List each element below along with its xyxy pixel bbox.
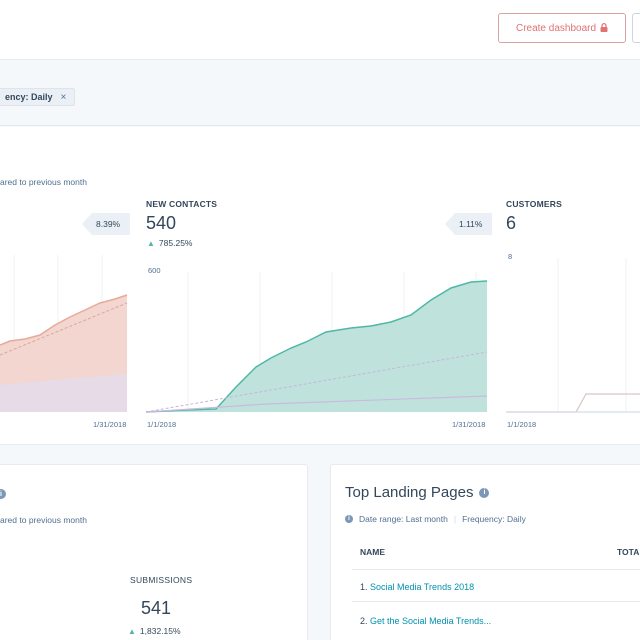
table-divider: [352, 601, 640, 602]
info-icon[interactable]: i: [479, 487, 490, 498]
info-icon[interactable]: i: [0, 489, 6, 499]
customers-chart: [506, 258, 640, 413]
compare-pct-tag-contacts: 1.11%: [445, 213, 493, 235]
lock-icon: [600, 22, 608, 34]
customers-start-date: 1/1/2018: [507, 420, 537, 429]
filter-bar: ency: Daily ×: [0, 60, 640, 126]
left-end-date: 1/31/2018: [93, 420, 127, 429]
new-contacts-value: 540: [146, 213, 177, 233]
filter-value: Daily: [31, 92, 53, 102]
left-series-line: [0, 294, 128, 346]
new-contacts-axis-max: 600: [148, 266, 161, 275]
new-contacts-area: [146, 281, 487, 412]
customers-line: [506, 393, 640, 413]
submissions-change: ▲ 1,832.15%: [128, 626, 181, 636]
landing-pages-meta: i Date range: Last month | Frequency: Da…: [345, 514, 526, 524]
landing-pages-title: Top Landing Pages: [345, 484, 474, 501]
more-actions-button[interactable]: [632, 13, 640, 43]
new-contacts-end-date: 1/31/2018: [452, 420, 486, 429]
left-metric-chart: [0, 255, 128, 412]
left-trend-line: [0, 302, 128, 356]
filter-label: ency:: [5, 92, 29, 102]
column-header-name[interactable]: NAME: [360, 547, 386, 557]
submissions-label: SUBMISSIONS: [130, 575, 193, 585]
table-row[interactable]: 1. Social Media Trends 2018: [360, 582, 474, 592]
new-contacts-start-date: 1/1/2018: [147, 420, 177, 429]
form-comparison-subtitle: ared to previous month: [0, 515, 87, 525]
compare-pct-tag-left: 8.39%: [82, 213, 131, 235]
table-divider: [352, 569, 640, 570]
customers-axis-max: 8: [508, 252, 513, 261]
left-secondary-area: [0, 374, 127, 412]
frequency-filter-chip[interactable]: ency: Daily ×: [0, 88, 76, 106]
landing-page-link[interactable]: Social Media Trends 2018: [370, 582, 475, 592]
top-bar: Create dashboard: [0, 0, 640, 60]
create-dashboard-button[interactable]: Create dashboard: [498, 13, 626, 43]
close-icon[interactable]: ×: [60, 91, 67, 103]
new-contacts-prev-line: [146, 395, 488, 413]
customers-label: CUSTOMERS: [506, 199, 562, 209]
submissions-change-value: 1,832.15%: [139, 626, 181, 636]
landing-page-link[interactable]: Get the Social Media Trends...: [370, 616, 492, 626]
row-number: 2.: [360, 616, 368, 626]
customers-value: 6: [506, 213, 517, 233]
new-contacts-change: ▲ 785.25%: [147, 238, 192, 248]
submissions-value: 541: [141, 598, 172, 618]
info-icon[interactable]: i: [345, 515, 353, 523]
up-triangle-icon: ▲: [147, 238, 155, 248]
table-row[interactable]: 2. Get the Social Media Trends...: [360, 616, 491, 626]
create-dashboard-label: Create dashboard: [515, 22, 597, 34]
new-contacts-change-value: 785.25%: [158, 238, 193, 248]
up-triangle-icon: ▲: [128, 626, 136, 636]
date-range-text: Date range: Last month: [359, 514, 448, 524]
row-number: 1.: [360, 582, 368, 592]
comparison-subtitle: ared to previous month: [0, 177, 87, 187]
new-contacts-trend-line: [146, 351, 488, 413]
frequency-text: Frequency: Daily: [462, 514, 526, 524]
meta-separator: |: [453, 514, 457, 524]
form-submissions-card: [0, 464, 308, 640]
new-contacts-label: NEW CONTACTS: [146, 199, 218, 209]
new-contacts-line: [146, 280, 488, 413]
column-header-total[interactable]: TOTA: [617, 547, 640, 557]
new-contacts-chart: [146, 272, 488, 413]
landing-pages-title-row: Top Landing Pages i: [345, 484, 490, 501]
